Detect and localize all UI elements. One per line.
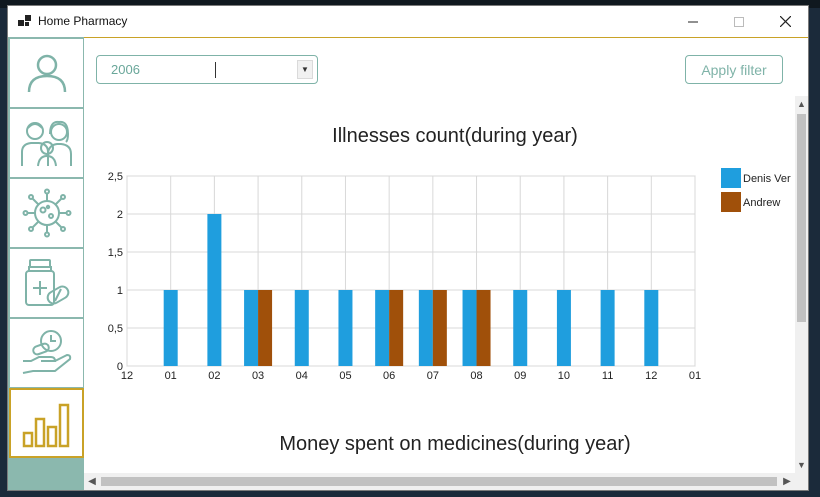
scroll-up-icon[interactable]: ▲ [797, 99, 806, 109]
x-tick-label: 05 [339, 370, 351, 382]
chart-legend: Denis Ver Andrew [721, 168, 791, 212]
maximize-icon [734, 16, 744, 27]
x-tick-label: 02 [208, 370, 220, 382]
app-logo-icon [18, 15, 31, 26]
dropdown-arrow-button[interactable]: ▼ [297, 60, 313, 79]
chart-bars [163, 214, 659, 366]
x-tick-label: 03 [252, 370, 264, 382]
x-tick-label: 01 [165, 370, 177, 382]
chart2-title: Money spent on medicines(during year) [279, 433, 630, 455]
vertical-scrollbar[interactable]: ▲ ▼ [795, 96, 808, 473]
sidebar-item-profile[interactable] [9, 38, 84, 108]
text-cursor [215, 62, 216, 78]
bar-01-series1 [163, 290, 178, 366]
medicine-bottle-icon [24, 259, 69, 306]
scroll-corner [795, 473, 808, 490]
x-tick-label: 10 [558, 370, 570, 382]
bar-08-series1 [462, 290, 477, 366]
x-axis-ticks: 12 01 02 03 04 05 06 07 08 09 10 11 12 01 [121, 370, 701, 382]
legend-label: Denis Ver [743, 173, 791, 185]
desktop-background [0, 0, 820, 8]
bar-10-series1 [556, 290, 571, 366]
y-tick-label: 2 [117, 209, 123, 221]
minimize-button[interactable] [670, 6, 716, 37]
chart-title: Illnesses count(during year) [332, 125, 578, 147]
main-panel: 2006 ▼ Apply filter Illnesses count(duri… [84, 37, 808, 490]
bar-06-series1 [375, 290, 390, 366]
virus-icon [22, 188, 71, 238]
scroll-right-icon[interactable]: ▶ [783, 476, 791, 487]
x-tick-label: 12 [121, 370, 133, 382]
maximize-button[interactable] [716, 6, 762, 37]
x-tick-label: 11 [602, 370, 613, 382]
bar-07-series1 [418, 290, 433, 366]
y-tick-label: 1 [117, 285, 123, 297]
legend-swatch [721, 192, 741, 212]
sidebar [8, 37, 84, 490]
x-tick-label: 04 [296, 370, 308, 382]
window-title: Home Pharmacy [38, 14, 128, 28]
year-select-value: 2006 [111, 62, 140, 77]
close-icon [779, 16, 791, 27]
bar-03-series2 [258, 290, 273, 366]
x-tick-label: 12 [645, 370, 657, 382]
y-tick-label: 0,5 [108, 323, 123, 335]
apply-filter-button[interactable]: Apply filter [685, 55, 783, 84]
bar-06-series2 [389, 290, 404, 366]
chevron-down-icon: ▼ [301, 65, 309, 74]
year-select[interactable]: 2006 ▼ [96, 55, 318, 84]
sidebar-item-illnesses[interactable] [9, 178, 84, 248]
y-tick-label: 0 [117, 361, 123, 373]
title-bar[interactable]: Home Pharmacy [8, 6, 808, 37]
illnesses-chart: Illnesses count(during year) 0 0,5 1 1,5 2 2,… [108, 125, 791, 455]
bar-05-series1 [338, 290, 353, 366]
scroll-left-icon[interactable]: ◀ [88, 476, 96, 487]
plot-area [126, 175, 696, 367]
bar-chart-icon [22, 403, 69, 448]
filter-bar: 2006 ▼ Apply filter [84, 37, 808, 97]
minimize-icon [688, 21, 698, 22]
money-hand-icon [22, 330, 71, 374]
family-icon [20, 120, 72, 167]
bar-04-series1 [294, 290, 309, 366]
x-tick-label: 08 [470, 370, 482, 382]
horizontal-scroll-thumb[interactable] [101, 477, 777, 486]
user-icon [27, 54, 66, 93]
bar-08-series2 [476, 290, 491, 366]
vertical-scroll-thumb[interactable] [797, 114, 806, 322]
bar-12-series1 [644, 290, 659, 366]
sidebar-item-medicines[interactable] [9, 248, 84, 318]
x-tick-label: 07 [427, 370, 439, 382]
y-axis-ticks: 0 0,5 1 1,5 2 2,5 [108, 171, 123, 373]
charts-scroll-area[interactable]: Illnesses count(during year) 0 0,5 1 1,5 2 2,… [84, 96, 795, 473]
sidebar-item-statistics[interactable] [9, 388, 84, 458]
y-tick-label: 1,5 [108, 247, 123, 259]
app-window: Home Pharmacy [8, 6, 808, 490]
x-tick-label: 09 [514, 370, 526, 382]
horizontal-scrollbar[interactable]: ◀ ▶ [84, 473, 795, 490]
x-tick-label: 01 [689, 370, 701, 382]
scroll-down-icon[interactable]: ▼ [797, 460, 806, 470]
bar-02-series1 [207, 214, 222, 366]
legend-swatch [721, 168, 741, 188]
sidebar-item-expenses[interactable] [9, 318, 84, 388]
bar-03-series1 [244, 290, 259, 366]
sidebar-item-family[interactable] [9, 108, 84, 178]
bar-11-series1 [600, 290, 615, 366]
bar-07-series2 [432, 290, 447, 366]
chart-grid [126, 175, 696, 367]
close-button[interactable] [762, 6, 808, 37]
y-tick-label: 2,5 [108, 171, 123, 183]
x-tick-label: 06 [383, 370, 395, 382]
bar-09-series1 [513, 290, 528, 366]
legend-label: Andrew [743, 197, 780, 209]
